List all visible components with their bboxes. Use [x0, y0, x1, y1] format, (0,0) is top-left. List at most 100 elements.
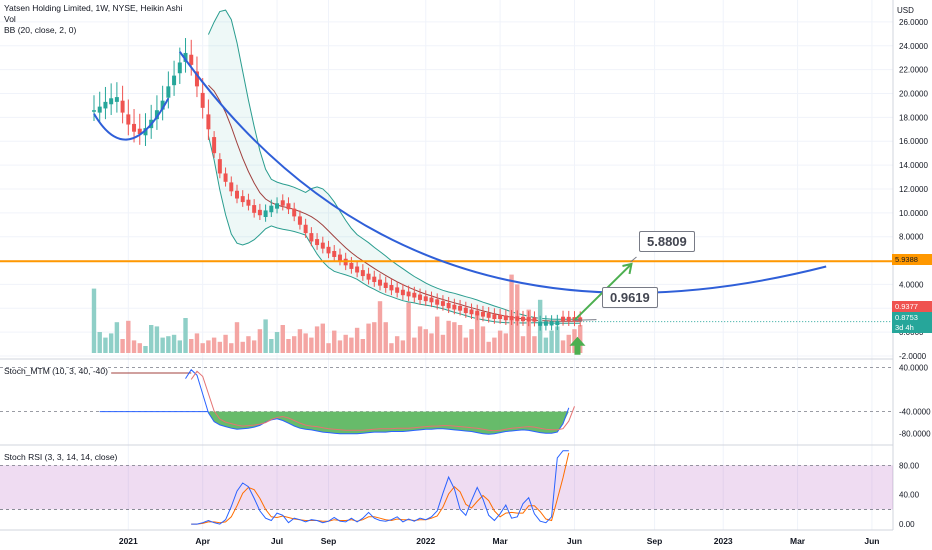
bb-fill — [208, 10, 581, 324]
legend-rsi: Stoch RSI (3, 3, 14, 14, close) — [4, 452, 117, 463]
candle-body — [212, 137, 217, 154]
volume-bar — [406, 302, 411, 353]
candle-body — [263, 210, 268, 218]
candle-body — [97, 106, 102, 113]
time-tick-label: Jul — [271, 536, 283, 546]
volume-bar — [463, 337, 468, 353]
time-tick-label: Jun — [567, 536, 582, 546]
candle-body — [469, 309, 474, 315]
volume-bar — [320, 323, 325, 353]
candle-body — [252, 205, 257, 213]
volume-bar — [343, 334, 348, 353]
candle-body — [406, 291, 411, 297]
rsi-k-line — [191, 450, 569, 525]
volume-bar — [332, 330, 337, 353]
price-tick-label: 14.0000 — [899, 161, 928, 170]
volume-bar — [566, 334, 571, 353]
rsi-band — [0, 465, 893, 510]
candle-body — [126, 114, 131, 125]
volume-bar — [137, 343, 142, 353]
volume-bar — [154, 326, 160, 353]
up-arrow-marker — [569, 336, 586, 355]
time-tick-label: Sep — [647, 536, 663, 546]
time-axis: 2021 Apr Jul Sep 2022 Mar Jun Sep 2023 Mar Jun — [119, 536, 880, 546]
curve-large — [178, 51, 827, 294]
candle-body — [166, 86, 171, 98]
volume-bar — [211, 337, 217, 353]
volume-bar — [200, 343, 205, 353]
volume-bar — [383, 322, 388, 353]
candle-body — [538, 321, 543, 326]
time-tick-label: Mar — [493, 536, 509, 546]
volume-bar — [103, 337, 108, 353]
candle-body — [160, 100, 165, 110]
candle-body — [189, 54, 194, 65]
mtm-title: Stoch_MTM (10, 3, 40, -40) — [4, 366, 108, 376]
volume-bar — [257, 329, 263, 353]
volume-bar — [360, 339, 366, 353]
volume-bar — [412, 337, 417, 353]
volume-bar — [560, 340, 566, 353]
candle-body — [549, 321, 554, 326]
volume-bar — [246, 336, 251, 353]
price-tick-label: 24.0000 — [899, 42, 928, 51]
volume-bar — [486, 341, 491, 353]
candle-body — [532, 317, 537, 322]
candle-body — [332, 251, 337, 257]
rsi-tick-label: 80.00 — [899, 461, 920, 470]
volume-bar — [97, 332, 102, 353]
legend-main: Yatsen Holding Limited, 1W, NYSE, Heikin… — [4, 3, 182, 36]
price-tick-label: 8.0000 — [899, 233, 924, 242]
price-axis: 26.0000 24.0000 22.0000 20.0000 18.0000 16.00… — [899, 18, 931, 529]
candle-body — [229, 182, 234, 192]
candle-body — [389, 285, 394, 291]
candle-body — [526, 317, 531, 322]
candle-body — [400, 289, 405, 296]
price-line-tag: 5.9388 — [892, 254, 932, 265]
candle-body — [423, 296, 428, 302]
candle-body — [378, 279, 382, 286]
chart-title: Yatsen Holding Limited, 1W, NYSE, Heikin… — [4, 3, 183, 13]
price-tick-label: 18.0000 — [899, 113, 928, 122]
volume-bar — [480, 326, 486, 353]
mtm-tick-label: -80.0000 — [899, 430, 931, 439]
volume-bar — [475, 312, 480, 353]
price-tick-label: 26.0000 — [899, 18, 928, 27]
volume-bar — [206, 340, 211, 353]
candle-body — [486, 313, 491, 318]
volume-bar — [435, 316, 440, 353]
grid-lines — [0, 0, 894, 531]
volume-bar — [297, 329, 303, 353]
candle-body — [349, 262, 354, 269]
legend-mtm: Stoch_MTM (10, 3, 40, -40) — [4, 366, 108, 377]
price-tick-label: -2.0000 — [899, 352, 927, 361]
last-price-tag: 0.9377 — [892, 301, 932, 312]
time-tick-label: 2023 — [714, 536, 733, 546]
bollinger-bands — [207, 9, 581, 324]
volume-bar — [177, 340, 182, 353]
candle-body — [194, 71, 199, 87]
candle-body — [515, 316, 520, 321]
volume-bar — [337, 340, 343, 353]
volume-bar — [114, 322, 120, 353]
candles — [92, 38, 583, 331]
current-price-tag: 0.8753 — [892, 312, 932, 323]
volume-bar — [400, 340, 406, 353]
candle-body — [172, 75, 177, 86]
bb-label: BB (20, close, 2, 0) — [4, 25, 77, 35]
volume-bar — [526, 309, 531, 353]
candle-body — [103, 101, 108, 109]
candle-body — [555, 320, 560, 326]
volume-bar — [440, 334, 446, 353]
volume-bar — [394, 336, 400, 353]
candle-body — [561, 316, 566, 321]
target-callout-high: 5.8809 — [639, 231, 695, 252]
time-tick-label: Jun — [864, 536, 879, 546]
candle-body — [509, 316, 514, 321]
price-tick-label: 20.0000 — [899, 90, 928, 99]
candle-body — [366, 273, 371, 280]
volume-bar — [314, 326, 320, 353]
candle-body — [521, 316, 525, 322]
candle-body — [326, 246, 331, 254]
